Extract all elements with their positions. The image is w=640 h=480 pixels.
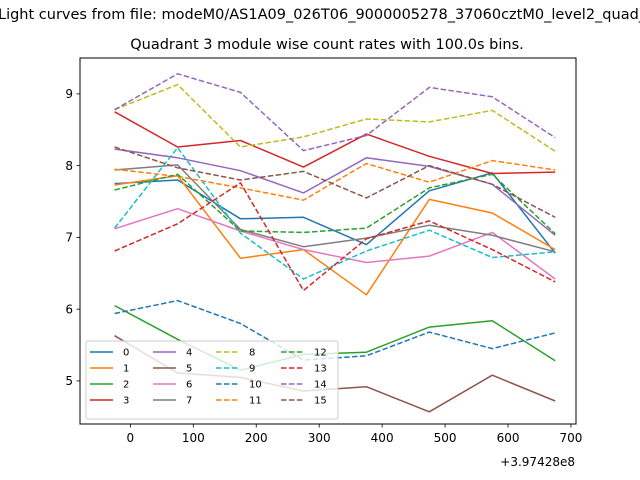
series-line-15 [114, 146, 556, 218]
legend-label-5: 5 [186, 364, 192, 375]
x-tick-label: 500 [434, 431, 457, 445]
legend-box [85, 340, 339, 420]
legend-label-14: 14 [314, 380, 327, 391]
legend-label-4: 4 [186, 348, 192, 359]
legend-label-3: 3 [123, 396, 129, 407]
y-tick-label: 6 [65, 302, 73, 316]
legend-label-6: 6 [186, 380, 192, 391]
legend-label-13: 13 [314, 364, 327, 375]
plot-title: Quadrant 3 module wise count rates with … [130, 37, 524, 53]
legend-label-7: 7 [186, 396, 192, 407]
legend-label-8: 8 [249, 348, 255, 359]
series-line-8 [114, 83, 556, 152]
series-line-1 [114, 174, 556, 296]
y-tick-label: 5 [65, 374, 73, 388]
x-tick-label: 0 [127, 431, 135, 445]
series-line-7 [114, 164, 556, 253]
x-tick-label: 300 [308, 431, 331, 445]
legend-label-9: 9 [249, 364, 255, 375]
x-tick-label: 200 [245, 431, 268, 445]
y-tick-label: 8 [65, 159, 73, 173]
series-line-10 [114, 299, 556, 361]
series-line-12 [114, 173, 556, 235]
legend-label-10: 10 [249, 380, 262, 391]
x-tick-label: 400 [371, 431, 394, 445]
plot-frame [79, 57, 577, 425]
y-tick-label: 9 [65, 87, 73, 101]
legend-label-1: 1 [123, 364, 129, 375]
x-tick-label: 600 [497, 431, 520, 445]
series-line-11 [114, 159, 556, 201]
legend-label-11: 11 [249, 396, 262, 407]
x-tick-label: 100 [182, 431, 205, 445]
legend-label-0: 0 [123, 348, 129, 359]
x-offset-label: +3.97428e8 [500, 455, 575, 469]
legend-label-12: 12 [314, 348, 327, 359]
series-line-14 [114, 73, 556, 152]
x-tick-label: 700 [560, 431, 583, 445]
series-line-3 [114, 111, 556, 175]
series-line-13 [114, 182, 556, 292]
y-tick-label: 7 [65, 231, 73, 245]
legend-label-2: 2 [123, 380, 129, 391]
series-line-6 [114, 207, 556, 280]
legend-label-15: 15 [314, 396, 327, 407]
file-title: Light curves from file: modeM0/AS1A09_02… [0, 7, 640, 23]
